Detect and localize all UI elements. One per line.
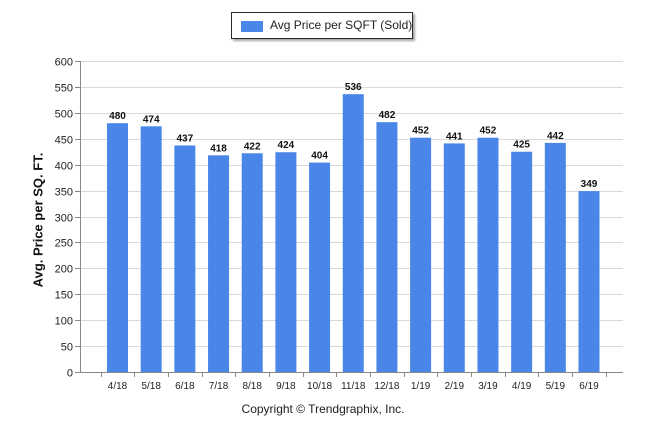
bar [208,155,230,372]
bar [443,143,465,372]
x-tick-label: 8/18 [242,381,262,392]
bar-data-label: 418 [210,143,227,154]
y-tick-label: 350 [55,187,73,199]
bar [140,126,162,372]
bar-data-label: 349 [581,179,598,190]
y-tick-label: 500 [55,109,73,121]
x-tick-label: 6/19 [579,381,599,392]
x-tick-label: 6/18 [175,381,195,392]
bar-data-label: 442 [547,131,564,142]
x-tick-label: 4/19 [512,381,532,392]
bar [342,94,364,372]
x-tick-label: 11/18 [341,381,366,392]
x-tick-label: 4/18 [108,381,128,392]
bar-data-label: 452 [412,126,429,137]
y-tick-label: 200 [55,264,73,276]
bar [107,123,128,372]
x-tick-label: 9/18 [276,381,296,392]
bar-data-label: 480 [109,111,126,122]
bar-data-label: 422 [244,141,261,152]
bar-data-label: 452 [480,126,497,137]
bar [477,137,499,372]
y-tick-label: 400 [55,161,73,173]
bar-data-label: 482 [379,110,396,121]
x-tick-label: 3/19 [478,381,498,392]
x-tick-label: 1/19 [411,381,431,392]
bar [410,137,432,372]
bar [376,122,398,372]
y-tick-label: 550 [55,83,73,95]
x-tick-label: 10/18 [307,381,332,392]
bar-data-label: 425 [513,140,530,151]
y-tick-label: 450 [55,135,73,147]
bar-data-label: 536 [345,82,362,93]
bar-data-label: 424 [278,140,295,151]
bar [511,151,533,372]
y-tick-label: 100 [55,316,73,328]
chart-legend: Avg Price per SQFT (Sold) [231,12,413,39]
y-tick-label: 250 [55,238,73,250]
bar-data-label: 437 [177,133,194,144]
y-tick-label: 300 [55,213,73,225]
bar-data-label: 474 [143,114,160,125]
y-tick-label: 50 [61,342,73,354]
copyright-text: Copyright © Trendgraphix, Inc. [241,402,405,416]
y-tick-label: 0 [67,368,73,380]
bar [309,162,331,372]
x-tick-label: 12/18 [374,381,399,392]
bar [275,152,297,372]
bar [241,153,263,372]
x-tick-label: 5/18 [141,381,161,392]
y-tick-label: 150 [55,290,73,302]
legend-swatch [241,21,263,32]
legend-label: Avg Price per SQFT (Sold) [270,18,413,32]
bar [578,191,600,372]
y-axis-title: Avg. Price per SQ. FT. [30,152,46,288]
bar-data-label: 404 [311,151,328,162]
x-tick-label: 5/19 [546,381,566,392]
x-tick-label: 2/19 [445,381,465,392]
bar-data-label: 441 [446,131,463,142]
y-tick-label: 600 [55,57,73,69]
bar [544,142,566,372]
x-tick-label: 7/18 [209,381,229,392]
bar [174,145,196,372]
